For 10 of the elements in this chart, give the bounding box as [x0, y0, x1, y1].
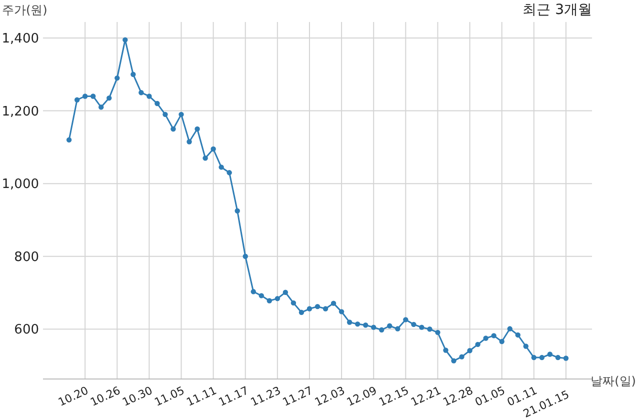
x-axis-title: 날짜(일)	[590, 374, 636, 388]
chart-title: 최근 3개월	[522, 2, 592, 18]
y-tick-label: 600	[14, 322, 39, 338]
x-tick-label: 12.21	[408, 384, 443, 410]
y-tick-label: 1,200	[2, 104, 39, 120]
y-tick-label: 1,400	[2, 32, 39, 47]
x-tick-label: 11.11	[184, 384, 219, 410]
y-tick-label: 800	[14, 250, 39, 265]
y-axis-title: 주가(원)	[2, 3, 48, 17]
y-tick-label: 1,000	[2, 177, 39, 192]
